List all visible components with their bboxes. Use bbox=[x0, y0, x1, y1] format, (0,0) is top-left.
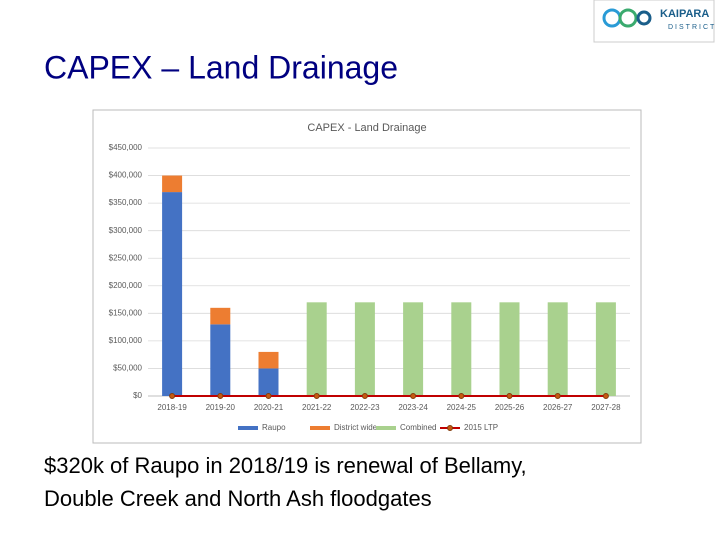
y-tick-label: $50,000 bbox=[113, 364, 142, 373]
x-tick-label: 2022-23 bbox=[350, 403, 380, 412]
bar-segment bbox=[210, 307, 231, 325]
line-marker bbox=[602, 393, 609, 399]
legend-swatch bbox=[310, 426, 330, 430]
legend-swatch bbox=[238, 426, 258, 430]
x-tick-label: 2021-22 bbox=[302, 403, 332, 412]
bar-segment bbox=[595, 302, 616, 396]
y-tick-label: $150,000 bbox=[109, 308, 143, 317]
y-tick-label: $100,000 bbox=[109, 336, 143, 345]
logo-icon bbox=[636, 10, 652, 26]
legend-label: Combined bbox=[400, 423, 436, 432]
line-marker bbox=[554, 393, 561, 399]
y-tick-label: $350,000 bbox=[109, 198, 143, 207]
y-tick-label: $200,000 bbox=[109, 281, 143, 290]
bar-segment bbox=[547, 302, 568, 396]
bar-segment bbox=[162, 192, 183, 396]
x-tick-label: 2026-27 bbox=[543, 403, 573, 412]
x-tick-label: 2018-19 bbox=[157, 403, 187, 412]
bar-segment bbox=[210, 324, 231, 396]
y-tick-label: $300,000 bbox=[109, 226, 143, 235]
legend-label: District wide bbox=[334, 423, 378, 432]
bar-segment bbox=[354, 302, 375, 396]
y-tick-label: $0 bbox=[133, 391, 142, 400]
legend-label: Raupo bbox=[262, 423, 286, 432]
line-marker bbox=[458, 393, 465, 399]
line-marker bbox=[265, 393, 272, 399]
line-marker bbox=[169, 393, 176, 399]
x-tick-label: 2020-21 bbox=[254, 403, 284, 412]
logo-sub: DISTRICT bbox=[668, 24, 716, 31]
bar-segment bbox=[499, 302, 520, 396]
line-marker bbox=[361, 393, 368, 399]
line-marker bbox=[217, 393, 224, 399]
x-tick-label: 2023-24 bbox=[398, 403, 428, 412]
bar-segment bbox=[451, 302, 472, 396]
plot: $0 $50,000 $100,000 $150,000 $200,000 $250,00… bbox=[109, 143, 630, 432]
y-tick-label: $400,000 bbox=[109, 171, 143, 180]
legend-swatch bbox=[447, 425, 453, 431]
caption-line: $320k of Raupo in 2018/19 is renewal of … bbox=[44, 453, 527, 478]
legend-label: 2015 LTP bbox=[464, 423, 498, 432]
bar-segment bbox=[162, 175, 183, 193]
y-tick-label: $450,000 bbox=[109, 143, 143, 152]
x-tick-label: 2024-25 bbox=[447, 403, 477, 412]
logo-icon bbox=[618, 8, 638, 28]
y-tick-label: $250,000 bbox=[109, 253, 143, 262]
line-marker bbox=[410, 393, 417, 399]
x-tick-label: 2027-28 bbox=[591, 403, 621, 412]
chart-title: CAPEX - Land Drainage bbox=[307, 122, 426, 134]
line-marker bbox=[506, 393, 513, 399]
bar-segment bbox=[258, 351, 279, 369]
x-tick-label: 2019-20 bbox=[206, 403, 236, 412]
slide-title: CAPEX – Land Drainage bbox=[44, 49, 398, 85]
caption-line: Double Creek and North Ash floodgates bbox=[44, 486, 432, 511]
logo-frame bbox=[593, 0, 715, 43]
bar-segment bbox=[306, 302, 327, 396]
bar-segment bbox=[403, 302, 424, 396]
logo-name: KAIPARA bbox=[660, 8, 709, 20]
bar-segment bbox=[258, 368, 279, 396]
x-tick-label: 2025-26 bbox=[495, 403, 525, 412]
legend-swatch bbox=[376, 426, 396, 430]
line-marker bbox=[313, 393, 320, 399]
